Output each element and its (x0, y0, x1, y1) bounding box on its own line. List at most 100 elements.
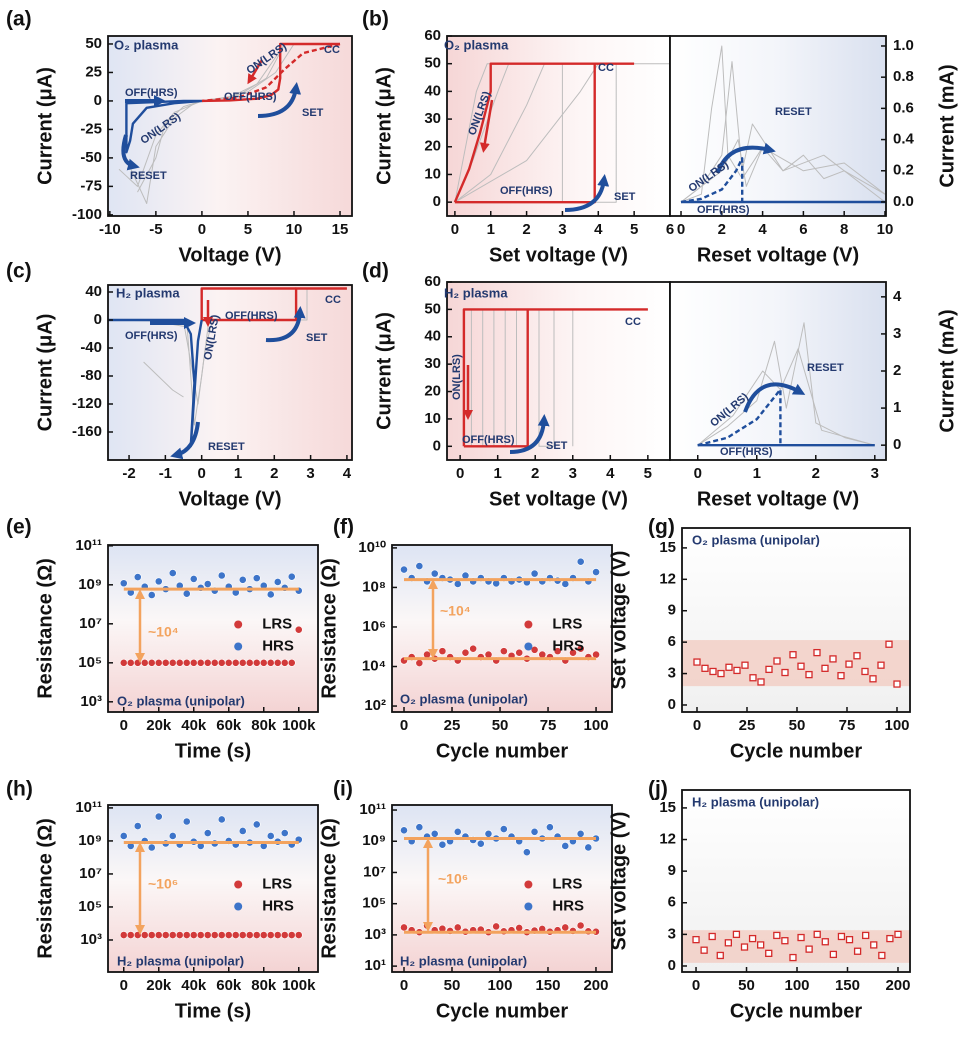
y-axis-label: Current (μA) (373, 312, 395, 430)
point (797, 933, 805, 942)
x-axis-label: Voltage (V) (179, 488, 282, 510)
point (224, 931, 233, 939)
point (280, 829, 289, 837)
point (273, 931, 282, 939)
point (430, 569, 439, 578)
x-tick-label: 200 (583, 977, 608, 994)
point (530, 827, 539, 836)
arrow (716, 142, 776, 173)
point (245, 931, 254, 939)
y-tick-label: 40 (424, 82, 441, 99)
x-axis-label: Set voltage (V) (489, 244, 628, 266)
panel: 0 50 100 150 200 10¹ 10³ 10⁵ 10⁷ 10⁹ 10¹¹ Cycle num… (318, 778, 613, 1022)
point (280, 931, 289, 939)
point (140, 931, 149, 939)
point (168, 931, 177, 939)
x-tick-label: 2 (718, 221, 726, 238)
point (732, 930, 741, 939)
plot-background (447, 282, 670, 460)
point (469, 644, 478, 653)
curve (462, 308, 648, 447)
curve (201, 287, 347, 322)
legend-label: LRS (552, 875, 582, 892)
y-tick-label: 10¹⁰ (358, 539, 386, 556)
plot-area (680, 45, 886, 204)
annotation: SET (306, 332, 328, 344)
point (499, 647, 508, 656)
x-tick-label: 1 (494, 465, 502, 482)
point (893, 680, 901, 688)
annotation: SET (302, 107, 324, 119)
annotation: ~10⁴ (148, 624, 179, 640)
x-tick-label: 3 (569, 465, 577, 482)
y-tick-label: 6 (668, 894, 676, 911)
legend-marker (524, 620, 533, 629)
y-tick-label: 2 (893, 362, 901, 379)
point (453, 827, 462, 836)
point (147, 843, 156, 852)
y-tick-label: 0.6 (893, 99, 914, 116)
y-tick-label: -120 (72, 395, 102, 412)
x-tick-label: 2 (522, 221, 530, 238)
point (196, 931, 205, 939)
x-tick-label: 0 (451, 221, 459, 238)
point (576, 829, 585, 838)
point (692, 935, 700, 944)
plot-frame (107, 544, 319, 713)
point (430, 829, 439, 838)
panel-label: (g) (648, 516, 675, 539)
x-tick-label: 0 (198, 221, 206, 238)
curve (680, 45, 886, 203)
annotation: O₂ plasma (unipolar) (117, 693, 245, 708)
y-axis-label: Resistance (Ω) (34, 818, 56, 959)
x-tick-label: 1 (234, 465, 242, 482)
point (203, 931, 212, 939)
x-tick-label: 0 (694, 465, 702, 482)
point (821, 664, 829, 672)
y-tick-label: 10 (424, 165, 441, 182)
point (259, 658, 268, 667)
y-tick-label: 12 (659, 830, 676, 847)
x-axis-label: Cycle number (436, 1000, 568, 1022)
curve (697, 348, 875, 446)
x-tick-label: 0 (400, 717, 408, 734)
y-axis-label: Resistance (Ω) (318, 818, 340, 959)
arrow (265, 306, 306, 343)
point (561, 842, 570, 850)
x-tick-label: 2 (531, 465, 539, 482)
legend-label: LRS (552, 615, 582, 632)
point (161, 658, 170, 667)
point (837, 932, 846, 941)
panel-label: (e) (6, 516, 32, 539)
point (886, 934, 894, 943)
x-axis-label: Set voltage (V) (489, 488, 628, 510)
annotation: ~10⁴ (440, 603, 471, 619)
annotation: OFF(HRS) (500, 185, 553, 197)
y-tick-label: 0.0 (893, 193, 914, 210)
point (522, 848, 531, 857)
x-axis-label: Cycle number (730, 740, 862, 762)
point (569, 648, 577, 657)
annotation: OFF(HRS) (697, 204, 750, 216)
x-tick-label: 75 (540, 717, 557, 734)
annotation: RESET (775, 106, 812, 118)
annotation: CC (324, 44, 340, 56)
point (287, 931, 296, 939)
y-tick-label: 9 (668, 602, 676, 619)
point (238, 827, 247, 835)
y-tick-label: 0 (433, 193, 441, 210)
panel: 0 25 50 75 100 0 3 6 9 12 15 Cycle number Set voltag… (608, 516, 911, 762)
point (119, 931, 128, 939)
point (140, 658, 149, 667)
point (845, 660, 853, 668)
point (789, 651, 797, 659)
point (584, 843, 593, 852)
point (869, 675, 877, 683)
x-tick-label: 0 (120, 977, 128, 994)
x-tick-label: -2 (122, 465, 135, 482)
point (515, 924, 524, 932)
y-tick-label: 60 (424, 27, 441, 44)
y-tick-label: -75 (80, 177, 102, 194)
annotation: H₂ plasma (unipolar) (117, 953, 244, 968)
